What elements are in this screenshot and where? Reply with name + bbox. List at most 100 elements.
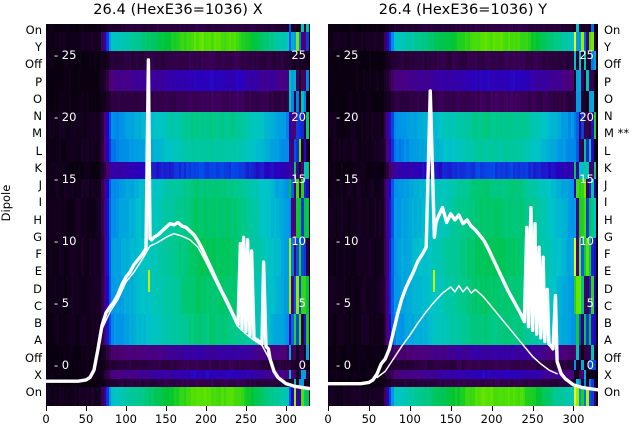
category-label-right-0: On [604, 23, 621, 37]
heatmap-image-y [328, 24, 598, 406]
category-label-right-15: D [604, 281, 613, 296]
x-ticklabel-y-4: 200 [480, 412, 503, 426]
heatmap-row-12 [328, 314, 598, 377]
category-label-left-8: K [34, 160, 42, 175]
category-label-right-7: L [604, 143, 611, 158]
category-label-left-1: Y [34, 40, 42, 55]
category-label-left-21: On [25, 385, 42, 399]
y-ticklabel-x-left-0: - 0 [54, 358, 70, 373]
category-label-right-4: O [604, 91, 614, 106]
category-label-left-19: Off [25, 350, 42, 365]
y-ticklabel-x-right-1: 5 [298, 296, 306, 311]
heatmap-row-11 [328, 276, 598, 354]
heatmap-row-3 [46, 69, 310, 114]
heatmap-row-17 [328, 386, 598, 406]
heatmap-row-1 [46, 31, 310, 71]
category-label-left-9: J [38, 178, 42, 193]
marker-tick [148, 270, 151, 293]
y-ticklabel-y-right-3: 15 [579, 172, 594, 187]
category-label-right-18: A [604, 333, 612, 348]
category-label-right-10: I [604, 195, 608, 210]
category-label-left-2: Off [25, 57, 42, 72]
y-ticklabel-x-right-2: 10 [291, 234, 306, 249]
heatmap-panel-y[interactable]: - 0 0 - 5 5 - 10 10 - 15 15 - 20 20 - 25 25 [328, 24, 598, 406]
category-label-right-20: X [604, 367, 612, 382]
y-ticklabel-y-left-3: - 15 [336, 172, 359, 187]
x-tickmark-y-0 [328, 406, 329, 411]
heatmap-row-10 [46, 237, 310, 316]
x-tickmark-x-5 [246, 406, 247, 411]
x-axis-panel-y: 0 50 100 150 200 250 300 [324, 406, 598, 440]
x-ticklabel-x-5: 250 [235, 412, 257, 426]
category-label-left-14: E [34, 264, 42, 279]
panel-title-x: 26.4 (HexE36=1036) X [93, 2, 263, 18]
y-ticklabel-y-right-2: 10 [579, 234, 594, 249]
y-ticklabel-y-left-1: - 5 [336, 296, 352, 311]
marker-tick [432, 270, 435, 293]
category-label-left-12: G [33, 229, 42, 244]
category-label-right-8: K [604, 160, 612, 175]
y-ticklabel-y-left-5: - 25 [336, 48, 359, 63]
y-ticklabel-y-left-2: - 10 [336, 234, 359, 249]
y-ticklabel-x-right-4: 20 [291, 110, 306, 125]
heatmap-row-8 [328, 178, 598, 219]
heatmap-row-13 [46, 344, 310, 377]
category-label-left-17: B [34, 316, 42, 331]
x-tickmark-x-1 [86, 406, 87, 411]
heatmap-row-4 [328, 90, 598, 135]
y-ticklabel-y-left-0: - 0 [336, 358, 352, 373]
heatmap-row-5 [46, 111, 310, 167]
y-ticklabel-x-left-3: - 15 [54, 172, 77, 187]
y-ticklabel-x-right-5: 25 [291, 48, 306, 63]
y-ticklabel-x-left-1: - 5 [54, 296, 70, 311]
x-tickmark-x-4 [206, 406, 207, 411]
category-label-right-1: Y [604, 40, 612, 55]
heatmap-panel-x[interactable]: - 0 0 - 5 5 - 10 10 - 15 15 - 20 20 - 25 25 [46, 24, 310, 406]
x-ticklabel-x-4: 200 [195, 412, 217, 426]
x-ticklabel-x-6: 300 [275, 412, 297, 426]
heatmap-row-5 [328, 111, 598, 167]
category-label-right-11: H [604, 212, 613, 227]
y-ticklabel-x-left-2: - 10 [54, 234, 77, 249]
heatmap-row-1 [328, 31, 598, 71]
heatmap-row-7 [46, 161, 310, 198]
category-label-left-10: I [38, 195, 42, 210]
heatmap-image-x [46, 24, 310, 406]
heatmap-row-6 [328, 138, 598, 186]
heatmap-row-9 [328, 197, 598, 280]
heatmap-row-2 [46, 50, 310, 91]
x-tickmark-y-2 [409, 406, 411, 411]
category-label-left-0: On [25, 23, 42, 37]
x-axis-panel-x: 0 50 100 150 200 250 300 [42, 406, 310, 440]
x-ticklabel-x-1: 50 [78, 412, 94, 426]
heatmap-row-2 [328, 50, 598, 91]
category-label-right-21: On [604, 385, 621, 399]
x-ticklabel-y-2: 100 [398, 412, 421, 426]
x-tickmark-x-0 [46, 406, 47, 411]
category-label-right-2: Off [604, 57, 621, 72]
x-tickmark-y-4 [491, 406, 493, 411]
category-label-right-14: E [604, 264, 612, 279]
category-label-left-3: P [35, 74, 42, 89]
y-ticklabel-y-right-0: 0 [586, 358, 594, 373]
y-ticklabel-x-right-0: 0 [298, 358, 306, 373]
y-ticklabel-x-left-5: - 25 [54, 48, 77, 63]
x-ticklabel-x-2: 100 [115, 412, 137, 426]
x-tickmark-x-2 [126, 406, 127, 411]
heatmap-row-8 [46, 178, 310, 219]
category-label-right-17: B [604, 316, 612, 331]
y-ticklabel-y-right-4: 20 [579, 110, 594, 125]
y-ticklabel-y-left-4: - 20 [336, 110, 359, 125]
category-label-right-13: F [604, 247, 611, 262]
y-ticklabel-y-right-5: 25 [579, 48, 594, 63]
category-label-left-4: O [32, 91, 42, 106]
x-tickmark-x-3 [166, 406, 167, 411]
x-ticklabel-y-0: 0 [324, 412, 332, 426]
category-label-left-15: D [33, 281, 42, 296]
category-label-left-16: C [33, 298, 42, 313]
x-tickmark-y-1 [368, 406, 370, 411]
heatmap-row-6 [46, 138, 310, 186]
heatmap-row-13 [328, 344, 598, 377]
category-label-right-6: M ** [604, 126, 630, 141]
